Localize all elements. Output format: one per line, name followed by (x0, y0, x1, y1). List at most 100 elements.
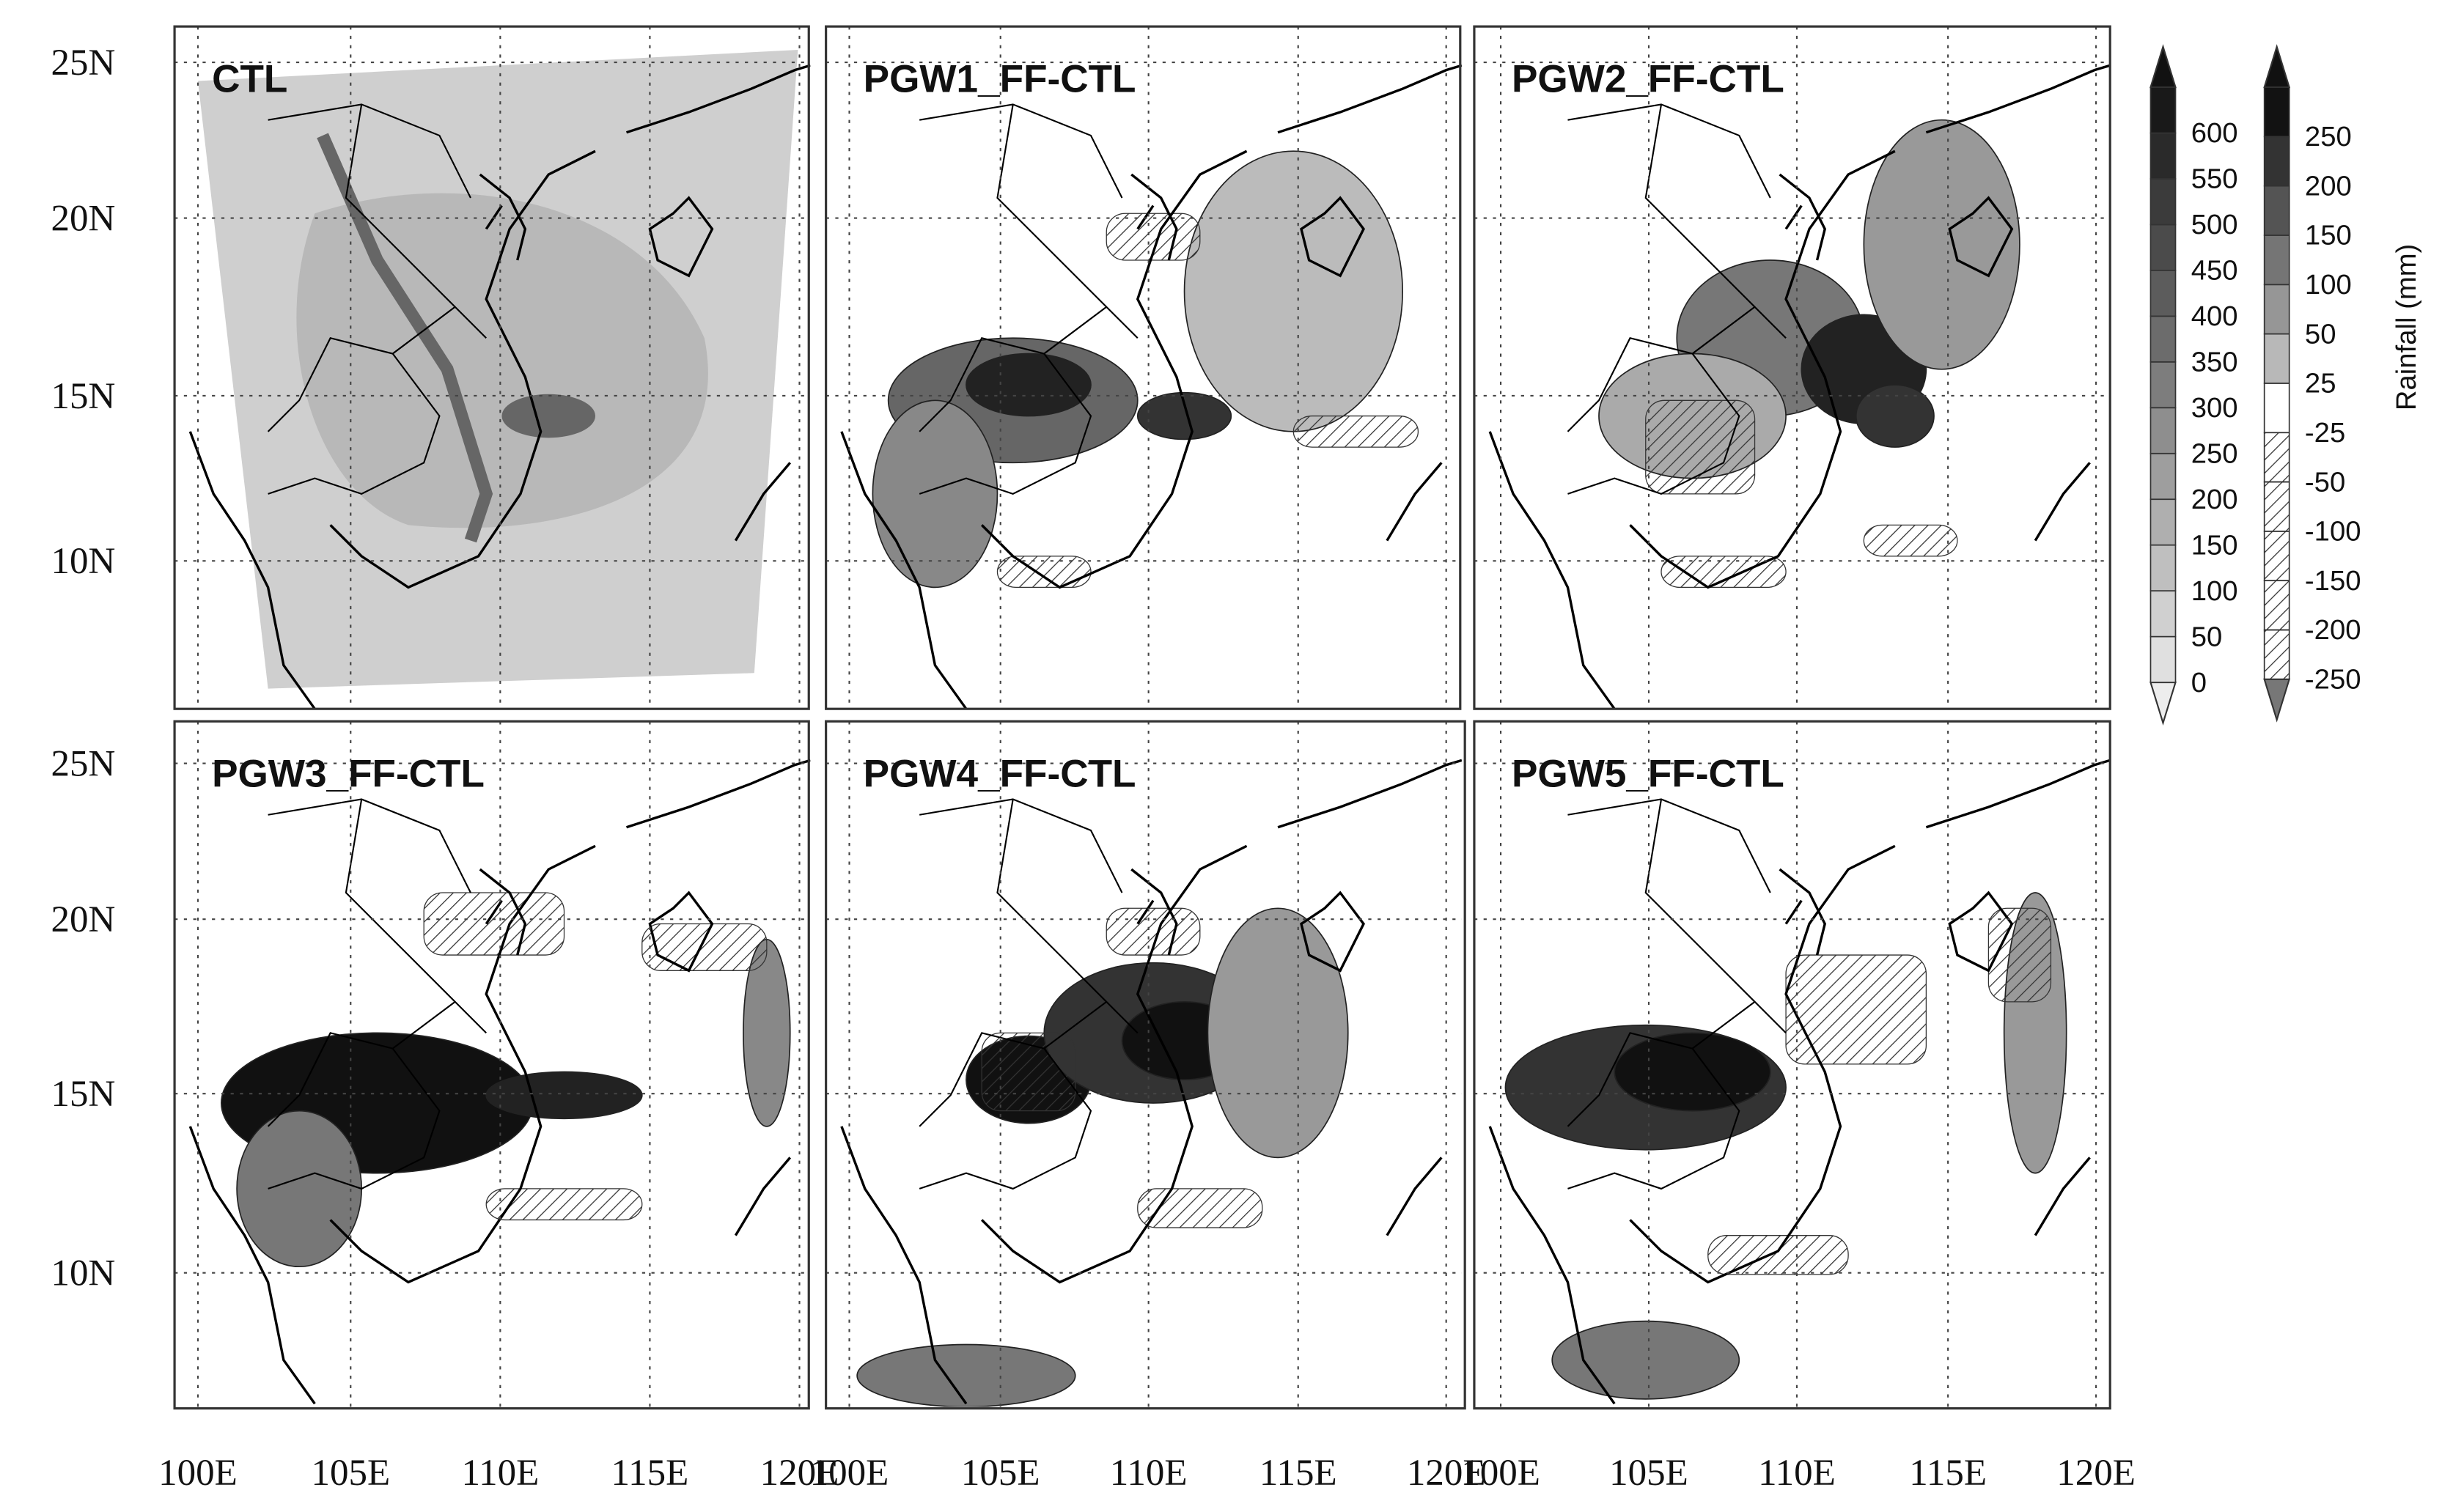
negative-anomaly (1707, 1235, 1849, 1275)
map-content (1474, 721, 2111, 1407)
colorbar-segment (2263, 136, 2290, 187)
map-content (174, 26, 811, 710)
colorbar-title: Rainfall (mm) (2391, 244, 2422, 410)
latitude-label: 20N (51, 199, 115, 240)
negative-anomaly (1645, 399, 1756, 495)
longitude-label: 110E (461, 1453, 539, 1494)
panel-title: PGW5_FF-CTL (1512, 752, 1784, 795)
colorbar-segment (2149, 544, 2177, 591)
border (267, 103, 487, 495)
colorbar-label: 300 (2191, 392, 2238, 424)
longitude-label: 120E (1407, 1453, 1486, 1494)
colorbar-segment (2149, 498, 2177, 546)
rain-anomaly (1136, 391, 1232, 440)
border (267, 798, 487, 1190)
rain-anomaly (1183, 150, 1403, 432)
panel-title: PGW3_FF-CTL (212, 752, 485, 795)
colorbar-label: 100 (2191, 575, 2238, 607)
latitude-label: 20N (51, 899, 115, 940)
colorbar-segment (2149, 407, 2177, 454)
colorbar-label: -100 (2305, 516, 2361, 547)
rain-anomaly (1551, 1320, 1740, 1400)
negative-anomaly (1661, 556, 1787, 589)
rain-core (501, 394, 596, 438)
rain-anomaly (236, 1110, 363, 1268)
colorbar-segment (2149, 178, 2177, 226)
longitude-label: 100E (1461, 1453, 1540, 1494)
rain-anomaly (856, 1343, 1076, 1407)
rain-anomaly (966, 353, 1092, 417)
negative-anomaly (1292, 415, 1419, 448)
colorbar-label: 400 (2191, 300, 2238, 332)
colorbar-label: 600 (2191, 117, 2238, 149)
panel-title: PGW2_FF-CTL (1512, 57, 1784, 100)
longitude-label: 115E (1259, 1453, 1337, 1494)
map-panel: PGW2_FF-CTL (1473, 25, 2111, 710)
colorbar-segment (2263, 333, 2290, 384)
rain-anomaly (1855, 384, 1935, 448)
colorbar-label: -150 (2305, 565, 2361, 597)
colorbar-label: -25 (2305, 417, 2345, 449)
rain-anomaly (1863, 119, 2020, 370)
rain-field (296, 193, 708, 528)
latitude-label: 15N (51, 376, 115, 417)
coastline (188, 759, 811, 1405)
colorbar-segment (2149, 361, 2177, 409)
negative-anomaly (1987, 907, 2052, 1003)
panel-frame (1473, 720, 2111, 1410)
border (1567, 103, 1787, 495)
negative-anomaly (1137, 1188, 1263, 1228)
longitude-label: 100E (158, 1453, 238, 1494)
map-content (1474, 26, 2111, 710)
colorbar-label: 25 (2305, 368, 2336, 399)
colorbar-label: 50 (2191, 621, 2223, 652)
colorbar-segment (2263, 531, 2290, 582)
colorbar-segment (2149, 270, 2177, 317)
panel-frame (825, 25, 1462, 710)
colorbar-label: 200 (2191, 484, 2238, 515)
negative-anomaly (981, 1032, 1076, 1112)
map-panel: CTL (173, 25, 811, 710)
colorbar-label: 450 (2191, 255, 2238, 287)
colorbar-segment (2263, 284, 2290, 335)
negative-anomaly (423, 892, 565, 956)
negative-anomaly (1785, 954, 1927, 1065)
longitude-label: 120E (760, 1453, 839, 1494)
map-panel: PGW1_FF-CTL (825, 25, 1462, 710)
colorbar-label: -200 (2305, 614, 2361, 646)
latitude-label: 25N (51, 744, 115, 785)
colorbar-arrow (2149, 44, 2177, 89)
panel-frame (173, 25, 810, 710)
map-content (825, 26, 1462, 710)
longitude-label: 100E (810, 1453, 889, 1494)
coastline (840, 759, 1462, 1405)
colorbar-label: -250 (2305, 664, 2361, 696)
rain-streak (317, 133, 493, 543)
colorbar-segment (2263, 481, 2290, 532)
latitude-label: 10N (51, 541, 115, 582)
longitude-label: 115E (1909, 1453, 1987, 1494)
colorbar-arrow (2263, 678, 2291, 723)
colorbar-arrow (2149, 681, 2177, 726)
panel-frame (173, 720, 810, 1410)
latitude-label: 10N (51, 1253, 115, 1294)
coastline (1488, 759, 2111, 1405)
map-content (174, 721, 811, 1407)
map-panel: PGW3_FF-CTL (173, 720, 811, 1410)
panel-frame (825, 720, 1466, 1410)
longitude-label: 105E (311, 1453, 390, 1494)
colorbar-segment (2149, 132, 2177, 180)
rain-anomaly (1207, 907, 1349, 1159)
border (919, 798, 1139, 1190)
panel-frame (1473, 25, 2111, 710)
colorbar-segment (2263, 580, 2290, 631)
colorbar-segment (2149, 635, 2177, 683)
map-panel: PGW5_FF-CTL (1473, 720, 2111, 1410)
colorbar-label: 0 (2191, 667, 2207, 698)
colorbar-segment (2149, 86, 2177, 134)
colorbar-segment (2149, 315, 2177, 363)
colorbar-segment (2263, 383, 2290, 434)
colorbar-segment (2149, 590, 2177, 638)
